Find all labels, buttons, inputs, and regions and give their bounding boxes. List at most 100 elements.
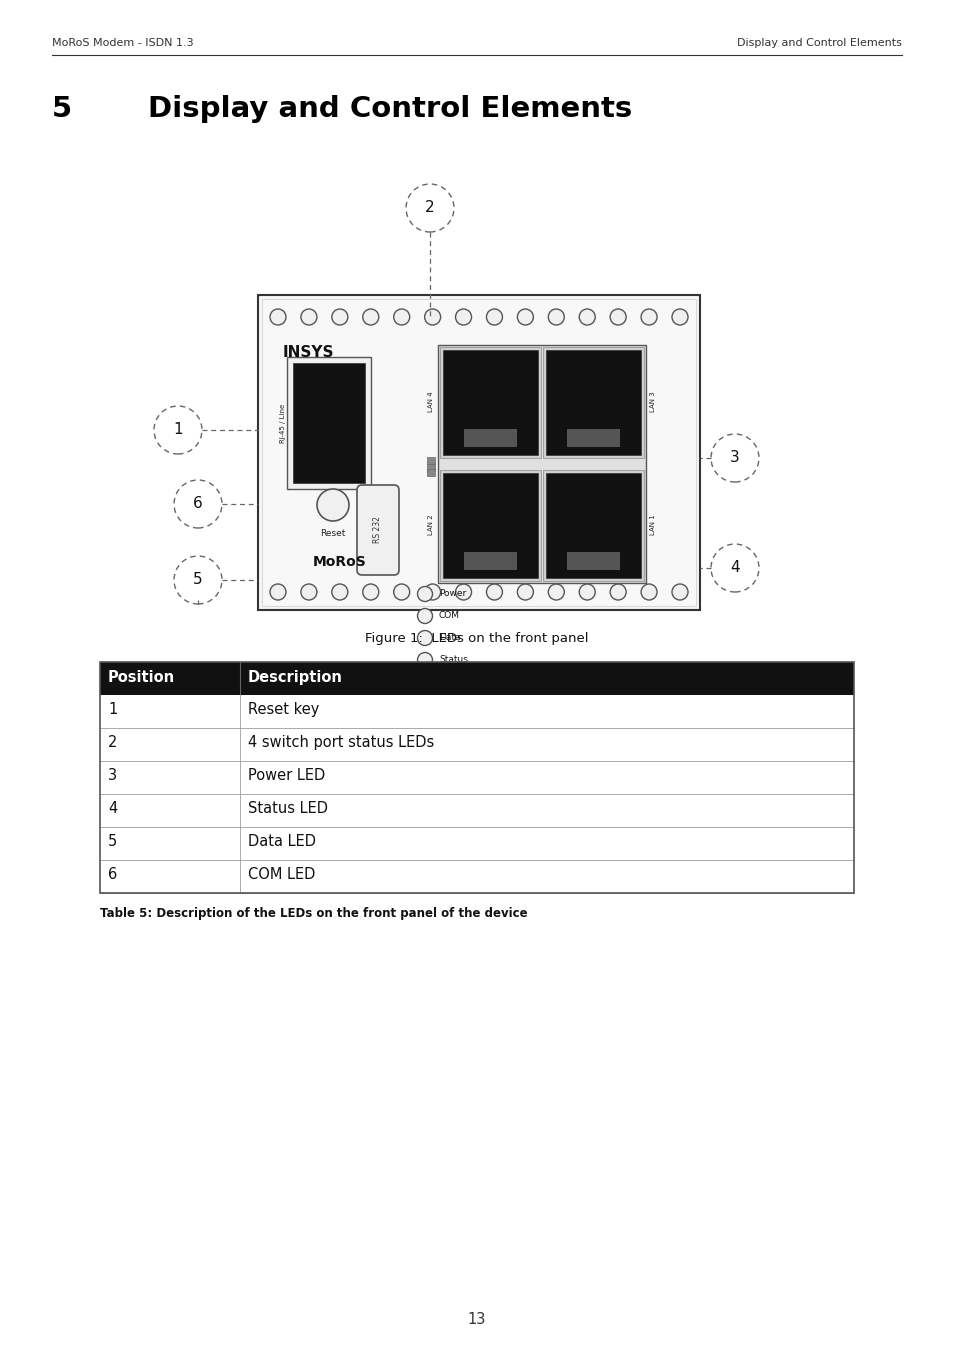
FancyBboxPatch shape	[545, 473, 640, 578]
FancyBboxPatch shape	[100, 827, 853, 861]
FancyBboxPatch shape	[427, 469, 435, 476]
Circle shape	[486, 584, 502, 600]
Circle shape	[456, 584, 471, 600]
Circle shape	[300, 309, 316, 326]
Text: Data LED: Data LED	[248, 834, 315, 848]
FancyBboxPatch shape	[567, 430, 619, 447]
FancyBboxPatch shape	[464, 553, 517, 570]
Text: INSYS: INSYS	[283, 345, 335, 359]
Text: Power: Power	[438, 589, 466, 598]
Text: Power LED: Power LED	[248, 767, 325, 784]
FancyBboxPatch shape	[427, 463, 435, 471]
Circle shape	[548, 309, 564, 326]
Circle shape	[417, 631, 432, 646]
Text: 1: 1	[108, 703, 117, 717]
Circle shape	[517, 309, 533, 326]
Circle shape	[394, 309, 409, 326]
FancyBboxPatch shape	[542, 347, 643, 458]
Text: 6: 6	[193, 497, 203, 512]
FancyBboxPatch shape	[439, 347, 540, 458]
Circle shape	[548, 584, 564, 600]
Circle shape	[362, 584, 378, 600]
FancyBboxPatch shape	[100, 662, 853, 694]
FancyBboxPatch shape	[464, 430, 517, 447]
Circle shape	[486, 309, 502, 326]
Circle shape	[456, 309, 471, 326]
Text: Status: Status	[438, 655, 467, 663]
Circle shape	[640, 584, 657, 600]
Text: Figure 1:  LEDs on the front panel: Figure 1: LEDs on the front panel	[365, 632, 588, 644]
Text: 5: 5	[52, 95, 72, 123]
FancyBboxPatch shape	[100, 694, 853, 728]
Text: LAN 1: LAN 1	[649, 515, 656, 535]
Circle shape	[332, 584, 348, 600]
Text: Display and Control Elements: Display and Control Elements	[737, 38, 901, 49]
Circle shape	[424, 584, 440, 600]
FancyBboxPatch shape	[427, 457, 435, 463]
Text: 1: 1	[173, 423, 183, 438]
Text: Status LED: Status LED	[248, 801, 328, 816]
Text: 2: 2	[425, 200, 435, 216]
Circle shape	[417, 653, 432, 667]
FancyBboxPatch shape	[100, 794, 853, 827]
Circle shape	[417, 608, 432, 624]
Circle shape	[710, 544, 759, 592]
Text: COM LED: COM LED	[248, 867, 315, 882]
Circle shape	[362, 309, 378, 326]
Text: Description: Description	[248, 670, 342, 685]
Circle shape	[394, 584, 409, 600]
Circle shape	[578, 584, 595, 600]
Text: LAN 4: LAN 4	[428, 392, 434, 412]
Text: LAN 2: LAN 2	[428, 515, 434, 535]
Text: 6: 6	[108, 867, 117, 882]
Text: 3: 3	[729, 450, 740, 466]
Text: 13: 13	[467, 1312, 486, 1327]
Circle shape	[710, 434, 759, 482]
Text: 4: 4	[108, 801, 117, 816]
FancyBboxPatch shape	[437, 345, 645, 584]
Circle shape	[406, 184, 454, 232]
Text: MoRoS Modem - ISDN 1.3: MoRoS Modem - ISDN 1.3	[52, 38, 193, 49]
Text: MoRoS: MoRoS	[313, 555, 366, 569]
FancyBboxPatch shape	[545, 350, 640, 455]
Circle shape	[610, 309, 625, 326]
Text: Reset key: Reset key	[248, 703, 319, 717]
Circle shape	[671, 584, 687, 600]
Circle shape	[424, 309, 440, 326]
Text: 4: 4	[729, 561, 739, 576]
FancyBboxPatch shape	[287, 357, 371, 489]
Text: Data: Data	[438, 634, 460, 642]
FancyBboxPatch shape	[100, 861, 853, 893]
Text: LAN 3: LAN 3	[649, 392, 656, 412]
Text: 5: 5	[108, 834, 117, 848]
FancyBboxPatch shape	[439, 470, 540, 581]
Text: RJ-45 / Line: RJ-45 / Line	[280, 404, 286, 443]
Circle shape	[153, 407, 202, 454]
Circle shape	[300, 584, 316, 600]
Text: 5: 5	[193, 573, 203, 588]
FancyBboxPatch shape	[567, 553, 619, 570]
Circle shape	[517, 584, 533, 600]
FancyBboxPatch shape	[100, 728, 853, 761]
Text: Table 5: Description of the LEDs on the front panel of the device: Table 5: Description of the LEDs on the …	[100, 907, 527, 920]
FancyBboxPatch shape	[356, 485, 398, 576]
Text: 3: 3	[108, 767, 117, 784]
Text: Reset: Reset	[320, 530, 345, 538]
Circle shape	[610, 584, 625, 600]
Circle shape	[316, 489, 349, 521]
Text: COM: COM	[438, 611, 459, 620]
Text: Display and Control Elements: Display and Control Elements	[148, 95, 632, 123]
FancyBboxPatch shape	[442, 350, 537, 455]
Circle shape	[332, 309, 348, 326]
Circle shape	[173, 480, 222, 528]
Text: 4 switch port status LEDs: 4 switch port status LEDs	[248, 735, 434, 750]
Circle shape	[671, 309, 687, 326]
Text: Position: Position	[108, 670, 175, 685]
Circle shape	[270, 309, 286, 326]
Text: RS 232: RS 232	[374, 516, 382, 543]
Circle shape	[270, 584, 286, 600]
FancyBboxPatch shape	[442, 473, 537, 578]
FancyBboxPatch shape	[100, 761, 853, 794]
FancyBboxPatch shape	[262, 299, 696, 607]
Circle shape	[640, 309, 657, 326]
